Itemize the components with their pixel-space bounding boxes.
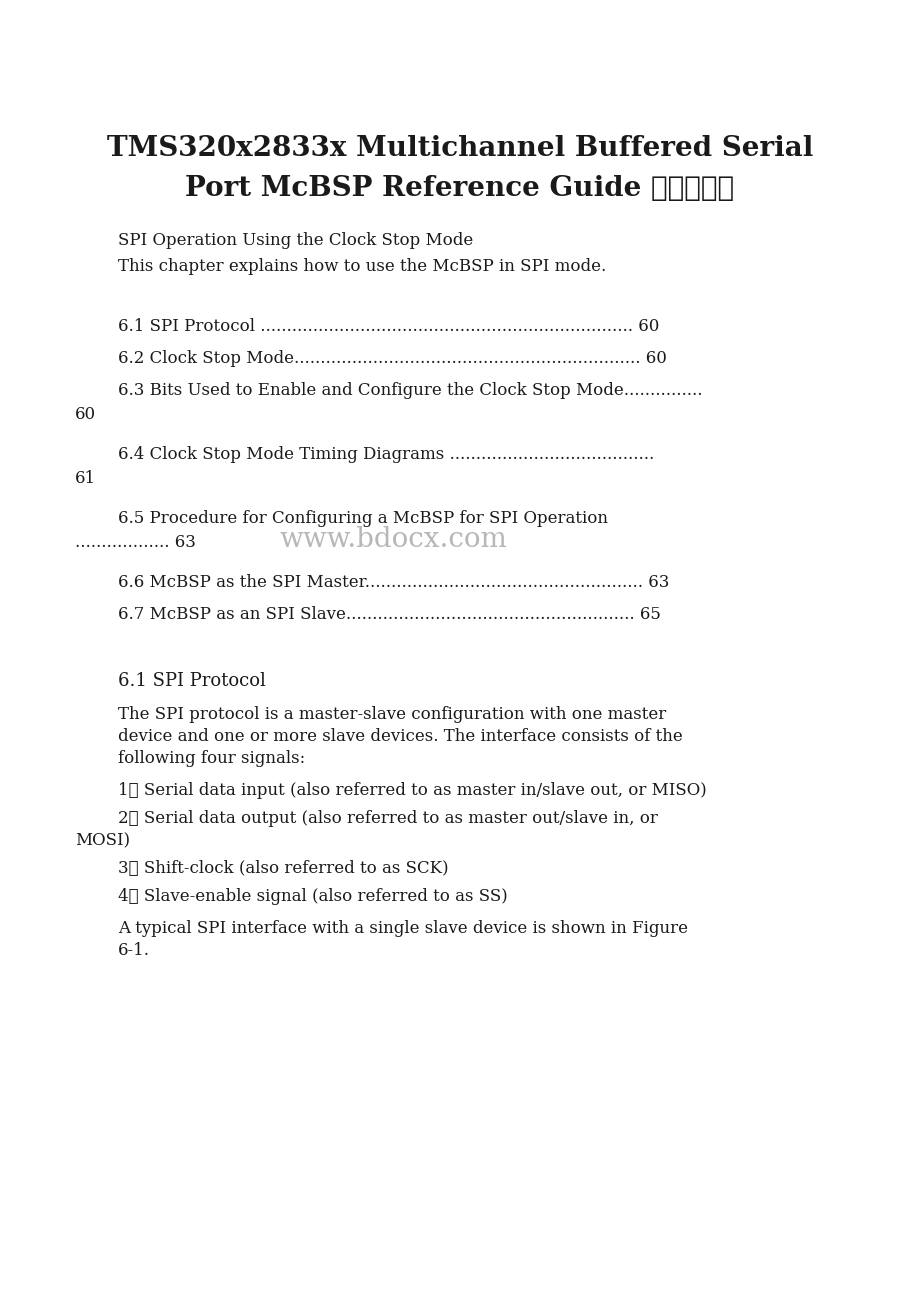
Text: 1、 Serial data input (also referred to as master in/slave out, or MISO): 1、 Serial data input (also referred to a… bbox=[118, 783, 706, 799]
Text: 60: 60 bbox=[75, 406, 96, 423]
Text: 6.7 McBSP as an SPI Slave.......................................................: 6.7 McBSP as an SPI Slave...............… bbox=[118, 605, 660, 622]
Text: SPI Operation Using the Clock Stop Mode: SPI Operation Using the Clock Stop Mode bbox=[118, 232, 472, 249]
Text: 6-1.: 6-1. bbox=[118, 943, 150, 960]
Text: 3、 Shift-clock (also referred to as SCK): 3、 Shift-clock (also referred to as SCK) bbox=[118, 861, 448, 878]
Text: 6.1 SPI Protocol: 6.1 SPI Protocol bbox=[118, 672, 266, 690]
Text: 6.3 Bits Used to Enable and Configure the Clock Stop Mode...............: 6.3 Bits Used to Enable and Configure th… bbox=[118, 381, 702, 398]
Text: 6.6 McBSP as the SPI Master.....................................................: 6.6 McBSP as the SPI Master.............… bbox=[118, 574, 669, 591]
Text: .................. 63: .................. 63 bbox=[75, 534, 196, 551]
Text: 6.4 Clock Stop Mode Timing Diagrams .......................................: 6.4 Clock Stop Mode Timing Diagrams ....… bbox=[118, 447, 653, 464]
Text: device and one or more slave devices. The interface consists of the: device and one or more slave devices. Th… bbox=[118, 728, 682, 745]
Text: 6.1 SPI Protocol ...............................................................: 6.1 SPI Protocol .......................… bbox=[118, 318, 659, 335]
Text: 4、 Slave-enable signal (also referred to as SS): 4、 Slave-enable signal (also referred to… bbox=[118, 888, 507, 905]
Text: TMS320x2833x Multichannel Buffered Serial: TMS320x2833x Multichannel Buffered Seria… bbox=[107, 135, 812, 161]
Text: Port McBSP Reference Guide 第六章英文: Port McBSP Reference Guide 第六章英文 bbox=[186, 174, 733, 202]
Text: 2、 Serial data output (also referred to as master out/slave in, or: 2、 Serial data output (also referred to … bbox=[118, 810, 657, 827]
Text: This chapter explains how to use the McBSP in SPI mode.: This chapter explains how to use the McB… bbox=[118, 258, 606, 275]
Text: 61: 61 bbox=[75, 470, 96, 487]
Text: MOSI): MOSI) bbox=[75, 832, 130, 849]
Text: 6.5 Procedure for Configuring a McBSP for SPI Operation: 6.5 Procedure for Configuring a McBSP fo… bbox=[118, 510, 607, 527]
Text: 6.2 Clock Stop Mode.............................................................: 6.2 Clock Stop Mode.....................… bbox=[118, 350, 666, 367]
Text: www.bdocx.com: www.bdocx.com bbox=[279, 526, 507, 553]
Text: A typical SPI interface with a single slave device is shown in Figure: A typical SPI interface with a single sl… bbox=[118, 921, 687, 937]
Text: following four signals:: following four signals: bbox=[118, 750, 305, 767]
Text: The SPI protocol is a master-slave configuration with one master: The SPI protocol is a master-slave confi… bbox=[118, 706, 665, 723]
